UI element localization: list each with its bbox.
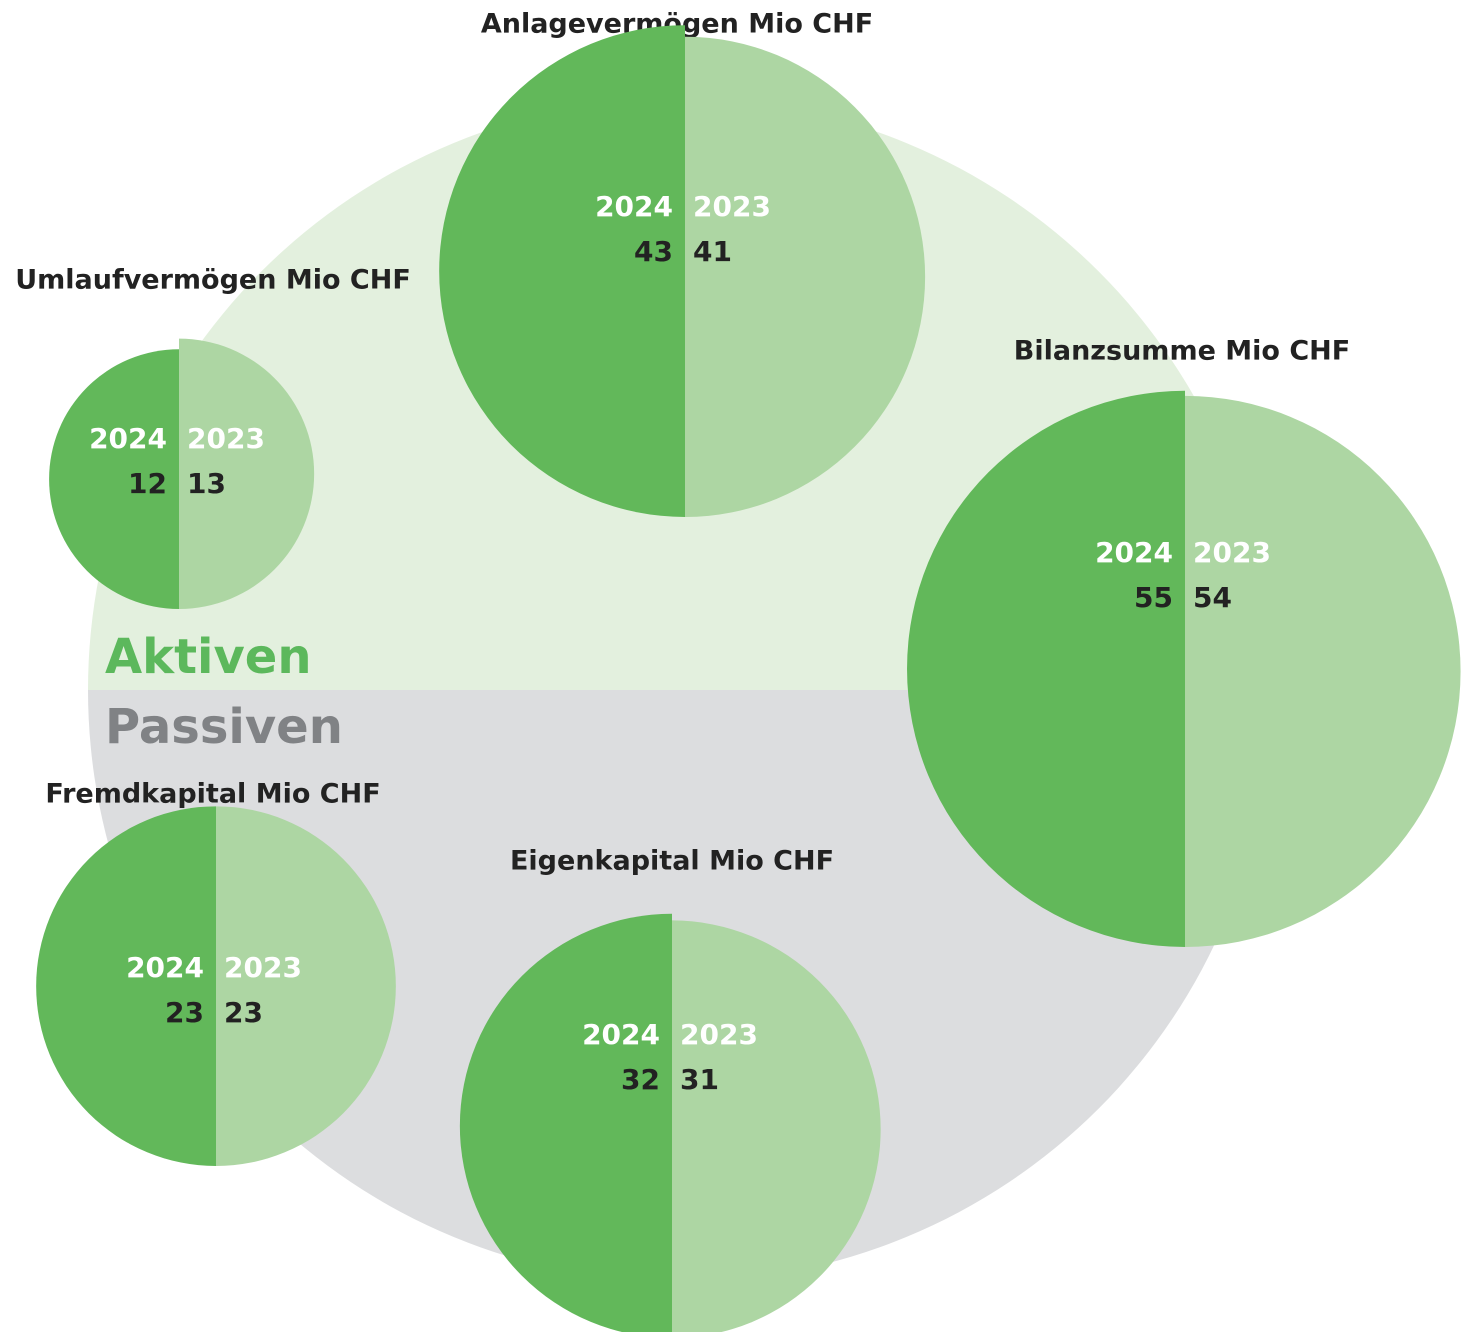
item-title: Fremdkapital Mio CHF xyxy=(45,779,380,810)
half-circle xyxy=(49,349,180,609)
value-label: 32 xyxy=(621,1063,660,1096)
year-label: 2023 xyxy=(1193,536,1271,569)
section-label: Aktiven xyxy=(105,629,311,685)
half-circle xyxy=(459,913,672,1332)
half-circle xyxy=(36,806,217,1166)
year-label: 2023 xyxy=(187,422,265,455)
half-circle xyxy=(685,36,926,517)
half-circle xyxy=(439,25,685,518)
value-label: 23 xyxy=(165,996,204,1029)
year-label: 2023 xyxy=(680,1018,758,1051)
value-label: 12 xyxy=(128,467,167,500)
year-label: 2024 xyxy=(582,1018,660,1051)
value-label: 13 xyxy=(187,467,226,500)
item-title: Bilanzsumme Mio CHF xyxy=(1014,336,1350,367)
value-label: 31 xyxy=(680,1063,719,1096)
item-title: Eigenkapital Mio CHF xyxy=(510,846,834,877)
half-circle xyxy=(907,390,1185,947)
section-label: Passiven xyxy=(105,699,343,755)
year-label: 2023 xyxy=(693,190,771,223)
half-circle xyxy=(1185,395,1461,947)
half-circle xyxy=(216,806,396,1166)
value-label: 41 xyxy=(693,235,732,268)
year-label: 2024 xyxy=(89,422,167,455)
half-circle xyxy=(179,338,315,609)
year-label: 2024 xyxy=(1095,536,1173,569)
value-label: 43 xyxy=(634,235,673,268)
value-label: 55 xyxy=(1134,581,1173,614)
year-label: 2024 xyxy=(595,190,673,223)
year-label: 2024 xyxy=(126,951,204,984)
value-label: 23 xyxy=(224,996,263,1029)
item-title: Umlaufvermögen Mio CHF xyxy=(15,265,411,296)
value-label: 54 xyxy=(1193,581,1232,614)
year-label: 2023 xyxy=(224,951,302,984)
half-circle xyxy=(672,920,881,1332)
